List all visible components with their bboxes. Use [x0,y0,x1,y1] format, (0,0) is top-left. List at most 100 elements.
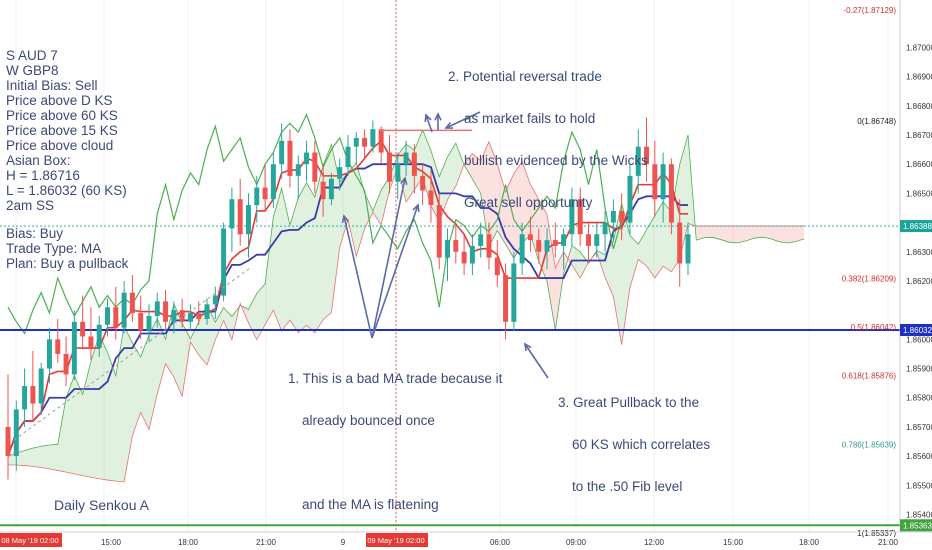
cloud-segment [737,226,747,243]
candle-body [229,199,235,229]
candle-body [279,140,285,165]
candle-body [328,178,334,200]
time-tick-label: 06:00 [490,538,511,547]
time-tick-label: 15:00 [723,538,744,547]
candle-body [561,234,567,246]
annotation-arrow [371,204,419,339]
price-tick-label: 1.86000 [906,335,932,344]
cloud-segment [571,245,581,279]
candle-body [428,190,434,206]
fib-label: 1(1.85337) [857,529,896,538]
cloud-segment [696,226,705,241]
time-tag [0,533,62,547]
cloud-segment [173,303,183,397]
setup-note: Initial Bias: Sell [6,78,98,93]
cloud-segment [207,304,216,365]
annotation-2-line: as market fails to hold [464,111,596,126]
candle-body [38,368,44,404]
candle-body [627,175,633,223]
candle-body [80,321,86,337]
price-tick-label: 1.87000 [906,43,932,52]
candle-body [105,307,110,325]
time-tick-label: 09:00 [566,538,587,547]
annotation-1-line: and the MA is flatening [302,497,439,512]
candle-body [511,263,517,322]
cloud-segment [157,318,166,394]
candle-body [378,129,384,153]
time-tag-label: 09 May '19 02:00 [367,536,424,545]
price-tag-label: 1.85363 [903,521,932,530]
time-tick-label: 15:00 [101,538,122,547]
annotation-arrow-head [434,112,442,121]
trend-line [13,267,251,441]
cloud-segment [513,161,523,259]
candle-body [46,339,52,369]
cloud-segment [704,226,713,238]
candle-body [345,146,351,168]
senkou-span-b [7,140,805,483]
cloud-segment [140,335,149,430]
candle-body [146,315,152,331]
candle-body [287,140,293,176]
candle-body [5,426,11,457]
price-tick-label: 1.86500 [906,189,932,198]
annotation-3: 3. Great Pullback to the 60 KS which cor… [558,368,710,508]
candle-body [312,152,318,182]
cloud-segment [198,304,208,365]
price-tick-label: 1.85500 [906,481,932,490]
cloud-segment [348,162,357,257]
annotation-arrow [524,343,549,379]
cloud-segment [298,182,307,333]
candle-body [386,152,392,182]
candle-body [536,240,542,252]
setup-note: 2am SS [6,198,55,213]
candle-body [453,240,459,252]
price-tick-label: 1.85600 [906,452,932,461]
price-tick-label: 1.85400 [906,510,932,519]
cloud-segment [182,323,191,397]
cloud-segment [754,226,763,239]
cloud-segment [24,448,33,467]
annotation-arrow [371,177,406,339]
candle-body [445,240,450,258]
candle-body [30,386,36,404]
cloud-segment [712,226,722,240]
cloud-segment [32,446,42,468]
cloud-segment [323,144,332,320]
annotation-arrow-head [400,176,408,185]
fib-label: 0(1.86748) [857,117,896,126]
cloud-segment [480,141,489,247]
cloud-segment [248,293,257,340]
setup-note: Price above D KS [6,93,113,108]
ichimoku-cloud [7,128,805,483]
price-tick-label: 1.85900 [906,365,932,374]
setup-note: Price above cloud [6,138,114,153]
annotation-1-line: already bounced once [302,413,435,428]
candle-body [171,310,177,322]
time-tick-label: 9 [341,538,346,547]
cloud-segment [447,143,456,200]
plan-note: Plan: Buy a pullback [6,256,129,271]
time-tag [366,533,428,547]
cloud-segment [621,203,630,345]
candle-body [395,164,401,182]
candle-body [602,222,608,235]
candle-body [577,199,583,235]
candle-body [55,339,61,354]
price-tick-label: 1.86600 [906,160,932,169]
setup-note: Price above 15 KS [6,123,118,138]
fib-label: 0.382(1.86209) [842,274,897,283]
cloud-segment [787,226,796,244]
candle-body [196,313,202,319]
strength-note: S AUD 7 [6,48,58,63]
drawings [13,111,549,441]
cloud-segment [472,153,481,194]
price-tick-label: 1.86800 [906,102,932,111]
annotation-arrow-head [424,113,432,123]
cloud-segment [638,229,647,266]
candle-body [519,234,525,264]
candle-body [503,275,509,322]
time-tick-label: 18:00 [178,538,199,547]
